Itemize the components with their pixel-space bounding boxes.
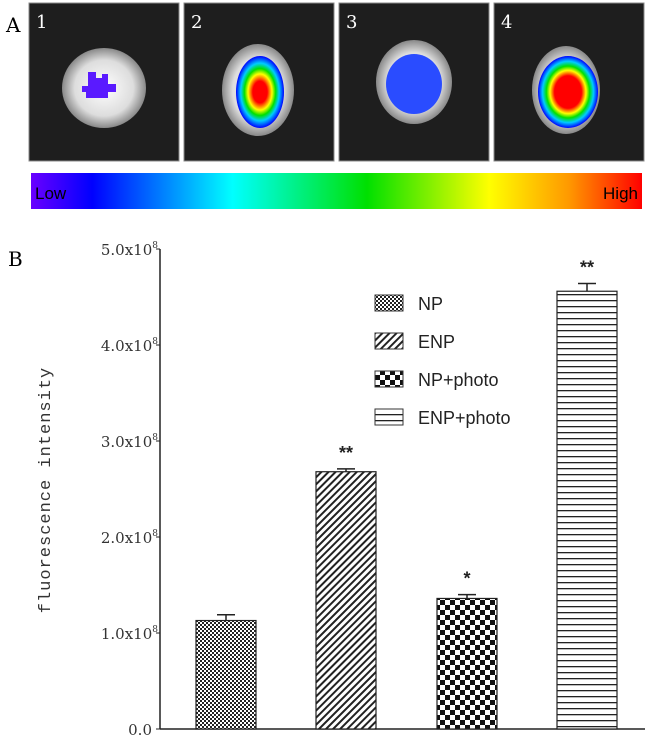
legend-label: NP (418, 294, 443, 314)
image-label: 3 (346, 12, 357, 33)
signal-spot (538, 56, 598, 128)
y-tick-label: 2.0x108 (101, 529, 158, 547)
legend-label: NP+photo (418, 370, 499, 390)
legend-label: ENP+photo (418, 408, 511, 428)
panel-a-label: A (5, 13, 21, 37)
y-axis: 0.0 1.0x108 2.0x108 3.0x108 4.0x108 5.0x108 (101, 241, 645, 739)
y-tick-label: 1.0x108 (101, 625, 158, 643)
legend: NP ENP NP+photo ENP+photo (374, 294, 511, 428)
bar-np-photo (436, 597, 498, 730)
y-tick-label: 5.0x108 (101, 241, 158, 259)
significance-marker: ** (580, 258, 594, 278)
legend-swatch (374, 332, 404, 350)
image-label: 2 (191, 12, 202, 33)
colorbar: Low High (31, 173, 642, 209)
colorbar-high-label: High (603, 184, 638, 203)
image-panel-1: 1 (28, 2, 180, 162)
legend-swatch (374, 370, 404, 388)
legend-swatch (374, 408, 404, 426)
legend-label: ENP (418, 332, 455, 352)
image-panel-4: 4 (493, 2, 645, 162)
y-axis-label: fluorescence intensity (37, 367, 56, 613)
signal-spot (236, 56, 284, 128)
colorbar-low-label: Low (35, 184, 67, 203)
image-label: 1 (36, 12, 47, 33)
legend-swatch (374, 294, 404, 312)
bar-np (195, 619, 257, 730)
image-panel-3: 3 (338, 2, 490, 162)
y-tick-label: 3.0x108 (101, 433, 158, 451)
y-tick-label: 4.0x108 (101, 337, 158, 355)
image-panel-2: 2 (183, 2, 335, 162)
y-tick-label: 0.0 (128, 721, 152, 739)
significance-marker: * (463, 569, 470, 589)
bar-enp (315, 471, 377, 730)
significance-marker: ** (339, 443, 353, 463)
signal-spot (82, 72, 116, 98)
signal-spot (386, 54, 442, 114)
panel-b-label: B (8, 247, 23, 271)
image-label: 4 (501, 12, 512, 33)
bar-enp-photo (556, 290, 618, 730)
bars: ***** (195, 258, 618, 730)
